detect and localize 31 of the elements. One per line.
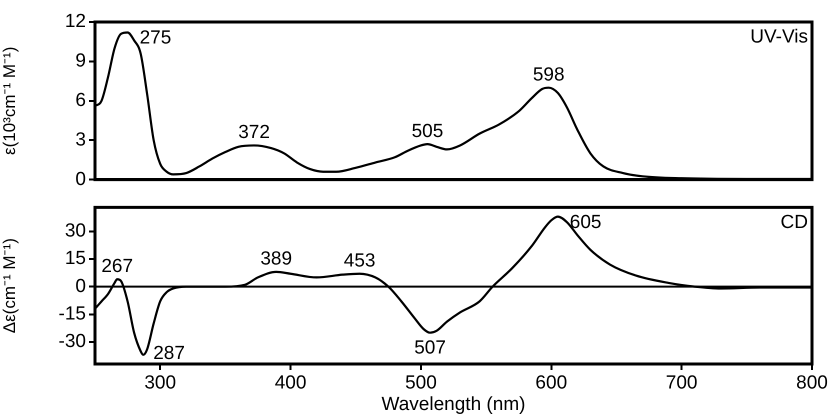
y-tick-label: 30 [64,220,86,242]
y-tick-label: 0 [75,168,86,190]
y-tick-label: 15 [64,248,86,270]
x-tick-label: 800 [796,372,828,394]
annotation: 505 [412,120,444,142]
annotation: UV-Vis [750,26,808,48]
annotation: 598 [532,64,565,86]
annotation: 507 [414,337,446,358]
y-tick-label: -15 [58,303,86,324]
y-tick-label: -30 [58,331,86,352]
y-axis-title: Δε(cm⁻¹ M⁻¹) [0,238,19,334]
y-tick-label: 3 [75,129,86,150]
y-tick-label: 6 [75,90,86,112]
x-tick-label: 400 [274,372,306,394]
annotation: CD [780,212,808,234]
annotation: 275 [140,28,172,49]
annotation: 605 [570,212,602,233]
y-tick-label: 9 [75,50,86,72]
y-tick-label: 0 [75,276,86,297]
annotation: 389 [260,248,292,270]
annotation: 267 [101,256,134,277]
annotation: 372 [238,122,270,144]
x-tick-label: 500 [405,372,437,394]
x-tick-label: 700 [666,372,698,394]
y-tick-label: 12 [64,11,86,32]
annotation: 287 [153,343,185,364]
x-tick-label: 300 [144,372,176,394]
y-axis-title: ε(10³cm⁻¹ M⁻¹) [0,46,19,155]
annotation: 453 [344,250,376,272]
x-axis-title: Wavelength (nm) [382,394,526,415]
x-tick-label: 600 [535,372,568,394]
